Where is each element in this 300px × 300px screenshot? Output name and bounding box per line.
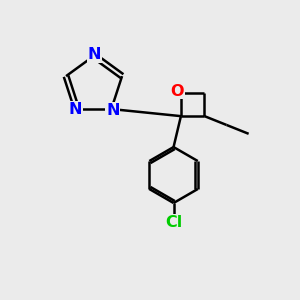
Text: N: N	[68, 101, 82, 116]
Text: Cl: Cl	[165, 215, 182, 230]
Text: N: N	[87, 47, 101, 62]
Text: O: O	[170, 84, 184, 99]
Text: N: N	[106, 103, 120, 118]
